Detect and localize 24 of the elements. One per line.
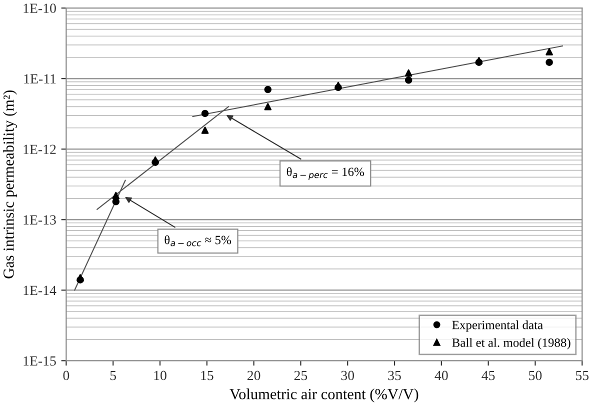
x-tick-label: 20 xyxy=(247,370,260,380)
x-tick-label: 45 xyxy=(482,370,495,380)
x-tick-label: 55 xyxy=(576,370,589,380)
x-tick-label: 10 xyxy=(154,370,166,380)
x-tick-label: 5 xyxy=(110,370,116,380)
y-tick-label: 1E-12 xyxy=(24,144,56,154)
x-tick-label: 40 xyxy=(434,370,448,380)
y-tick-label: 1E-15 xyxy=(24,356,56,366)
legend-label: Ball et al. model (1988) xyxy=(452,338,570,350)
x-tick-label: 15 xyxy=(201,370,214,380)
legend-label: Experimental data xyxy=(452,320,543,332)
annotation: θ$_{a−perc}$ = 16% xyxy=(286,167,364,180)
y-tick-label: 1E-13 xyxy=(24,215,56,225)
x-tick-label: 30 xyxy=(341,370,354,380)
y-tick-label: 1E-10 xyxy=(24,4,56,14)
y-tick-label: 1E-11 xyxy=(24,74,56,84)
y-tick-label: 1E-14 xyxy=(24,286,56,295)
x-axis-title: Volumetric air content (%V/V) xyxy=(230,388,418,402)
x-tick-label: 35 xyxy=(388,370,401,380)
y-axis-title: Gas intrinsic permeability (m²) xyxy=(3,90,17,278)
x-tick-label: 50 xyxy=(529,370,542,380)
x-tick-label: 0 xyxy=(63,370,70,380)
x-tick-label: 25 xyxy=(294,370,308,380)
annotation: θ$_{a−occ}$ ≈ 5% xyxy=(164,235,232,246)
